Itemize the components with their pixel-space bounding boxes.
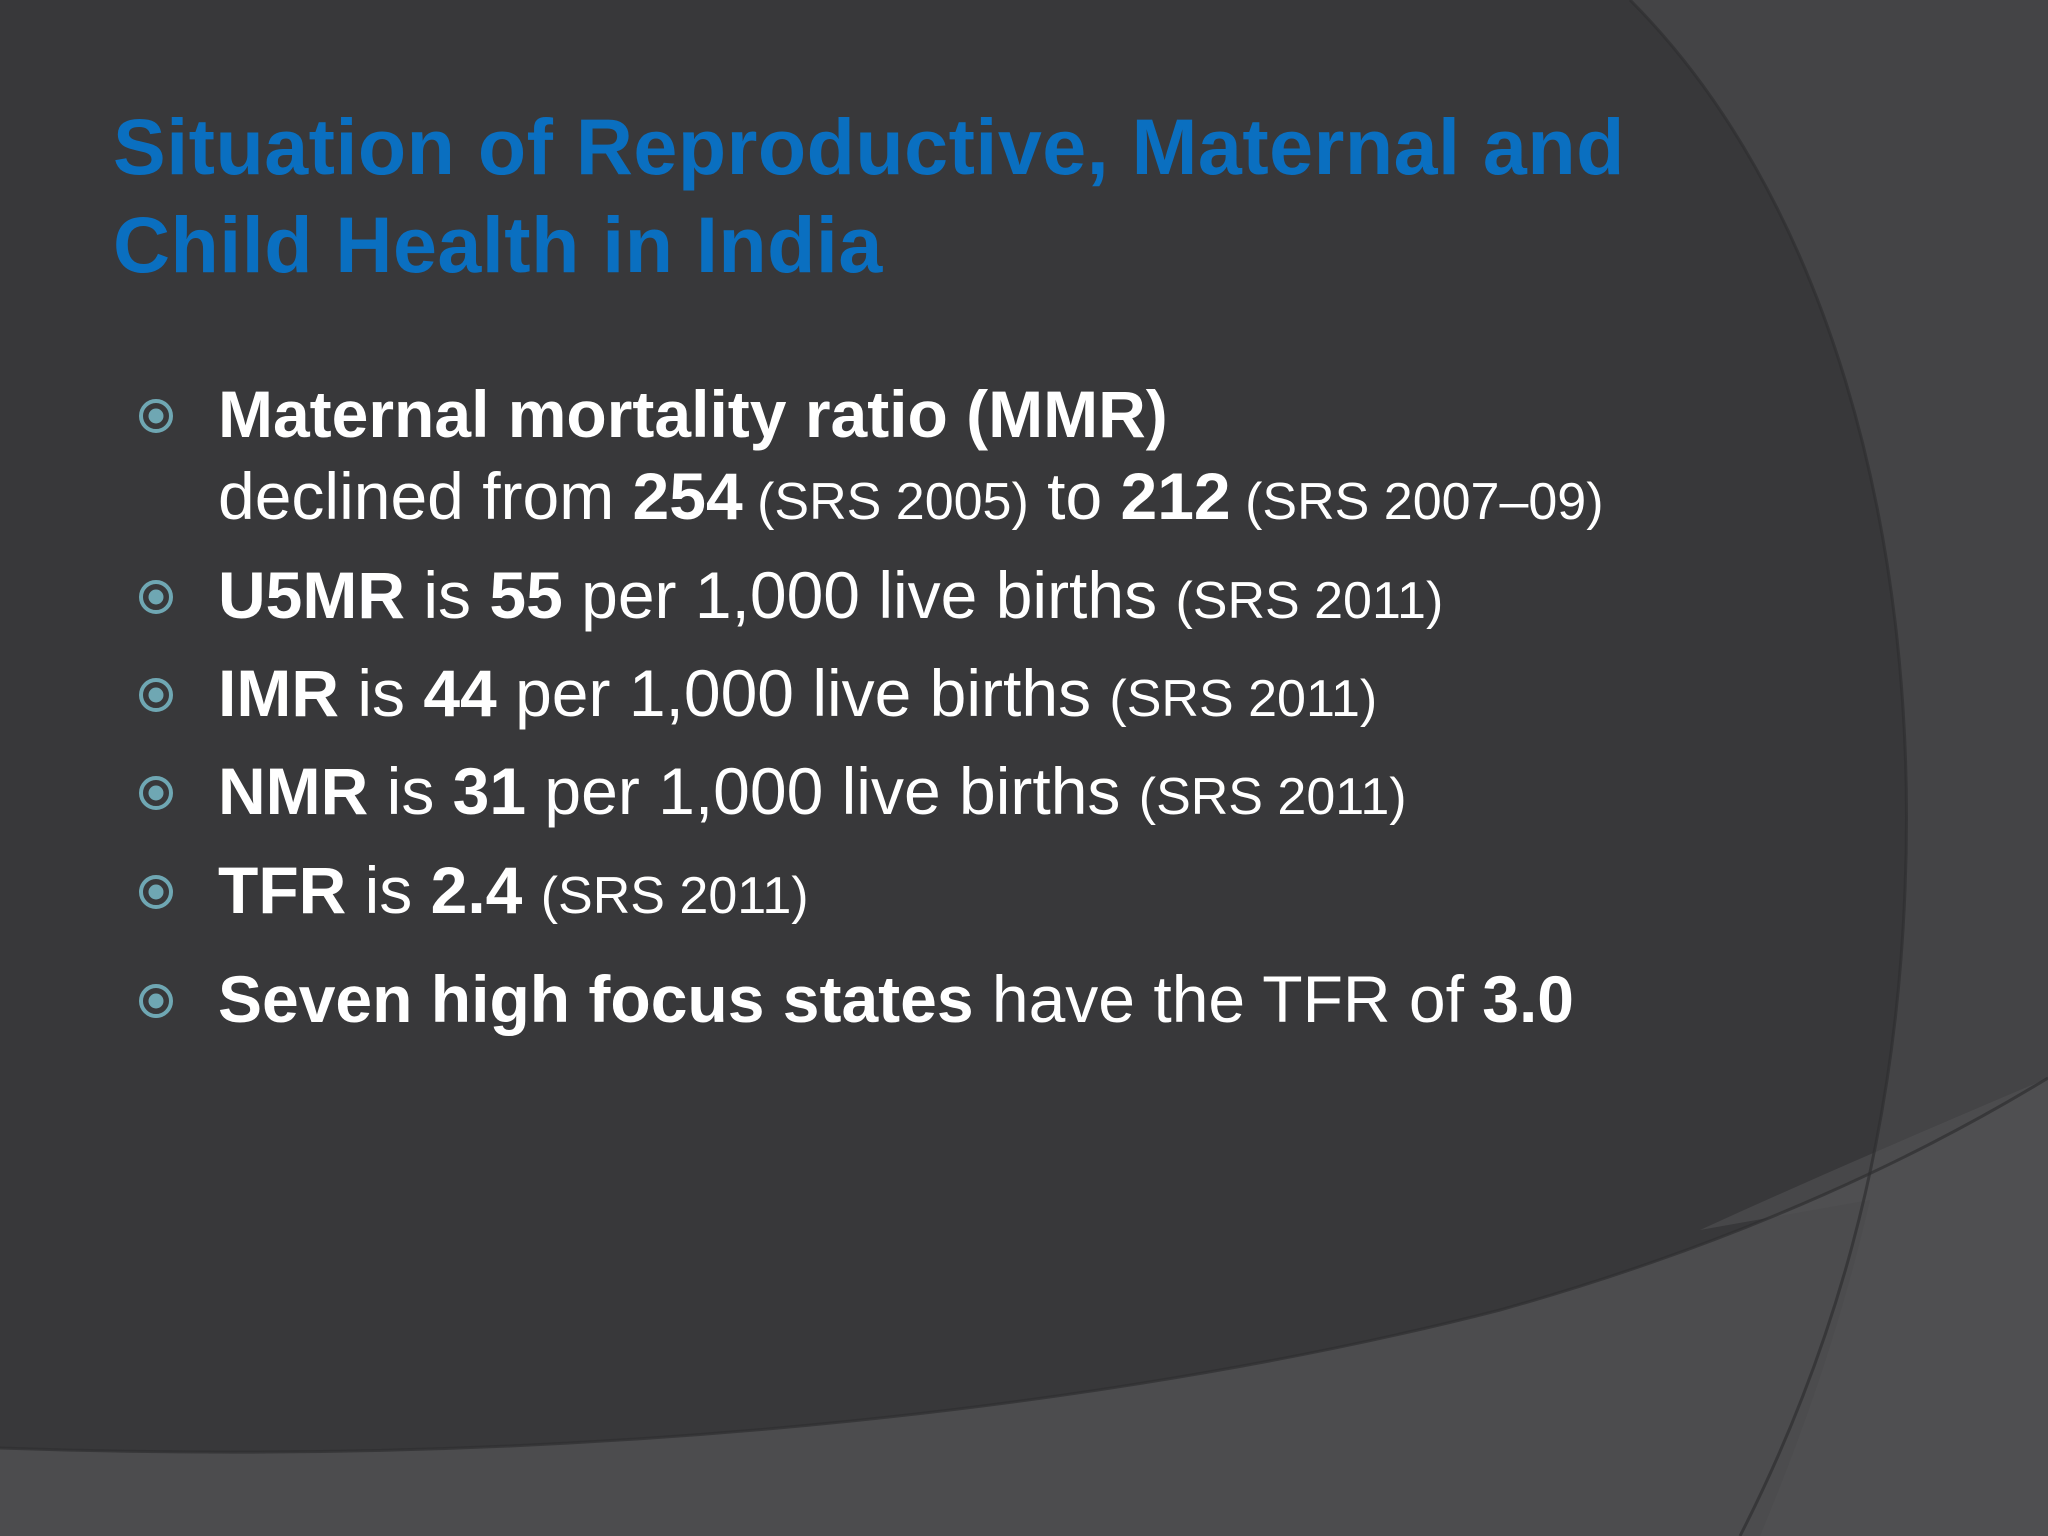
nmr-source: (SRS 2011) — [1138, 768, 1407, 826]
imr-is-text: is — [338, 656, 424, 730]
u5mr-value: 55 — [489, 558, 563, 632]
circled-dot-bullet-icon — [139, 984, 173, 1018]
bullet-high-focus-text: Seven high focus states have the TFR of … — [218, 957, 1574, 1041]
title-line-1: Situation of Reproductive, Maternal and — [113, 102, 1625, 191]
tfr-is-text: is — [346, 853, 431, 927]
mmr-source-2005: (SRS 2005) — [742, 473, 1029, 531]
nmr-value: 31 — [452, 754, 527, 828]
nmr-label: NMR — [218, 754, 369, 828]
tfr-source: (SRS 2011) — [540, 867, 809, 925]
mmr-value-2005: 254 — [632, 459, 743, 533]
tfr-value: 2.4 — [430, 853, 523, 927]
circled-dot-bullet-icon — [139, 580, 173, 614]
circled-dot-bullet-icon — [139, 399, 173, 433]
mmr-declined-text: declined from — [218, 459, 633, 533]
high-focus-tfr-value: 3.0 — [1482, 962, 1575, 1036]
imr-value: 44 — [423, 656, 497, 730]
circled-dot-bullet-icon — [139, 875, 173, 909]
imr-source: (SRS 2011) — [1109, 670, 1378, 728]
slide-title: Situation of Reproductive, Maternal and … — [113, 98, 1713, 294]
high-focus-label: Seven high focus states — [218, 962, 974, 1036]
bullet-nmr-text: NMR is 31 per 1,000 live births (SRS 201… — [218, 749, 1407, 839]
mmr-source-2007: (SRS 2007–09) — [1230, 473, 1604, 531]
imr-label: IMR — [218, 656, 339, 730]
u5mr-label: U5MR — [218, 558, 406, 632]
circled-dot-bullet-icon — [139, 678, 173, 712]
mmr-to-text: to — [1028, 459, 1121, 533]
u5mr-unit-text: per 1,000 live births — [562, 558, 1176, 632]
nmr-unit-text: per 1,000 live births — [526, 754, 1139, 828]
bullet-tfr-text: TFR is 2.4 (SRS 2011) — [218, 848, 809, 938]
mmr-label: Maternal mortality ratio (MMR) — [218, 377, 1168, 451]
tfr-space — [522, 853, 540, 927]
bullet-imr-text: IMR is 44 per 1,000 live births (SRS 201… — [218, 651, 1377, 741]
imr-unit-text: per 1,000 live births — [496, 656, 1110, 730]
mmr-value-2007: 212 — [1120, 459, 1231, 533]
bullet-u5mr-text: U5MR is 55 per 1,000 live births (SRS 20… — [218, 553, 1443, 643]
tfr-label: TFR — [218, 853, 347, 927]
u5mr-is-text: is — [405, 558, 490, 632]
title-line-2: Child Health in India — [113, 200, 883, 289]
nmr-is-text: is — [368, 754, 453, 828]
bullet-mmr-text: Maternal mortality ratio (MMR) declined … — [218, 372, 1604, 546]
u5mr-source: (SRS 2011) — [1175, 572, 1444, 630]
circled-dot-bullet-icon — [139, 776, 173, 810]
high-focus-text: have the TFR of — [973, 962, 1483, 1036]
